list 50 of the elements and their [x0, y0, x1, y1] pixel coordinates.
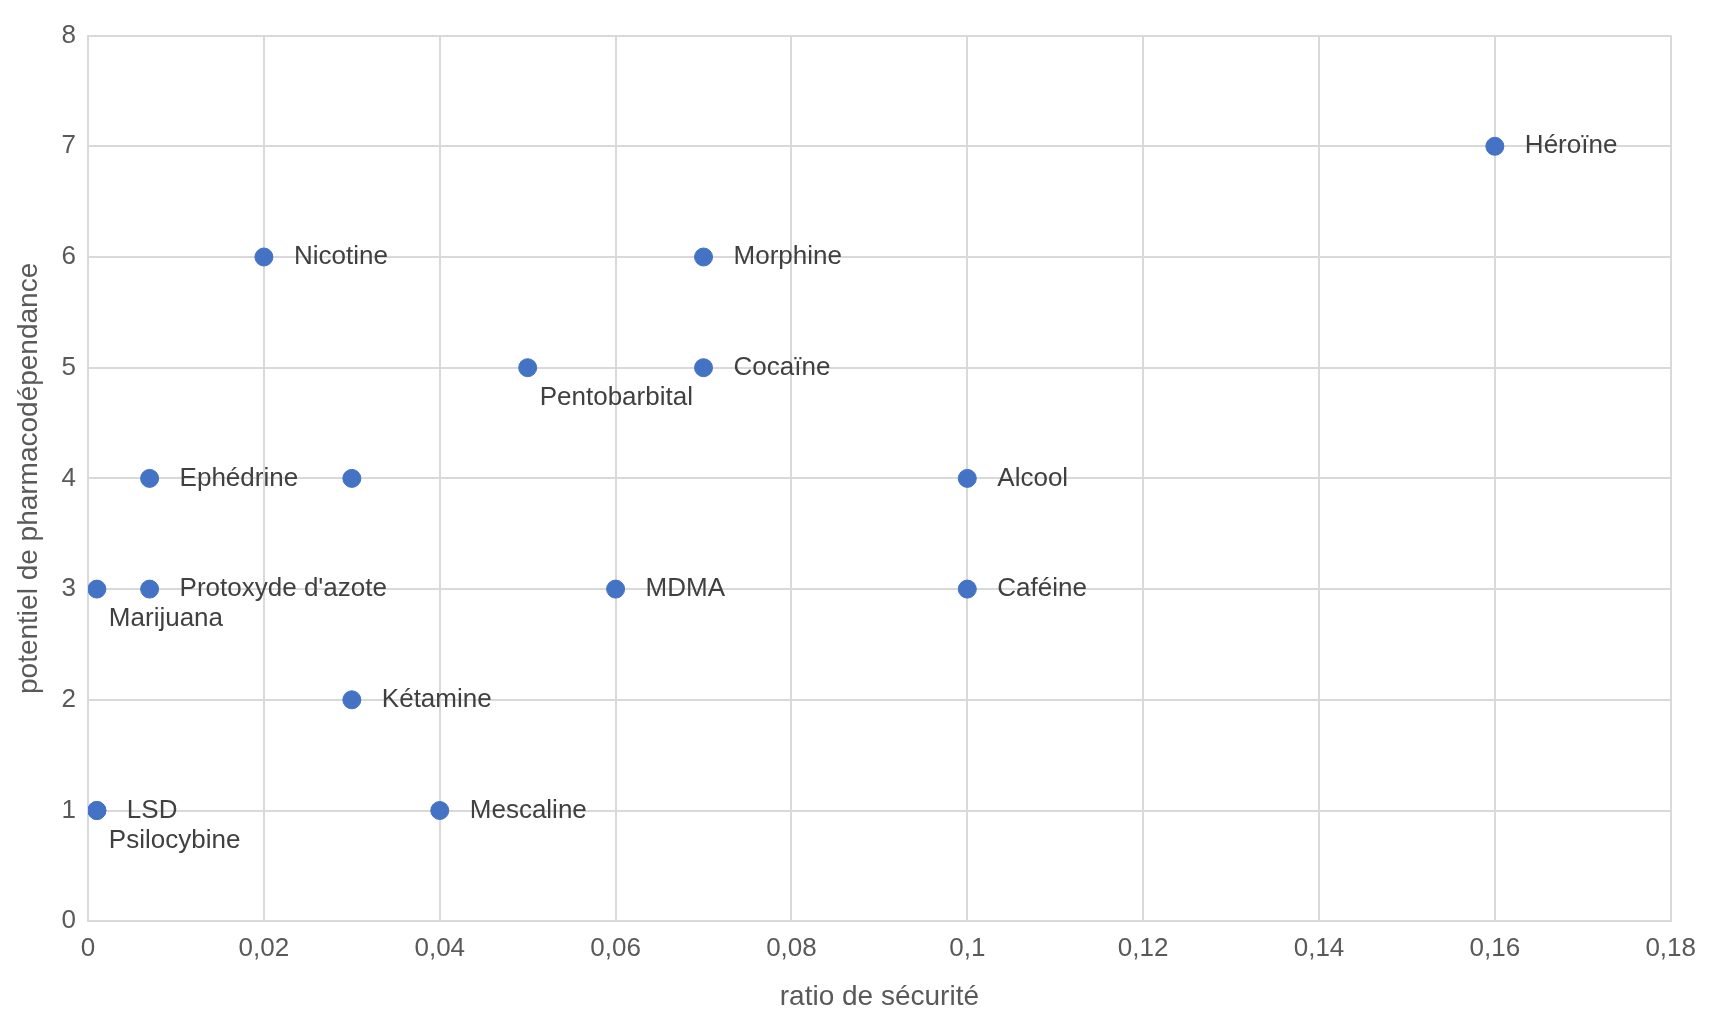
- point: [518, 358, 538, 378]
- point: [957, 468, 977, 488]
- point: [957, 579, 977, 599]
- point: [342, 690, 362, 710]
- x-tick-label: 0: [80, 931, 96, 962]
- x-axis-title: ratio de sécurité: [779, 979, 979, 1011]
- annotation: Caféine: [997, 572, 1087, 603]
- y-tick-label: 4: [61, 461, 77, 492]
- point: [342, 468, 362, 488]
- annotation: Pentobarbital: [539, 380, 693, 411]
- x-tick-label: 0,16: [1469, 931, 1521, 962]
- x-tick-label: 0,02: [238, 931, 290, 962]
- y-tick-label: 7: [61, 129, 77, 160]
- x-tick-label: 0,06: [590, 931, 641, 962]
- annotation: Psilocybine: [108, 823, 241, 854]
- x-tick-label: 0,1: [949, 931, 986, 962]
- point: [254, 247, 274, 267]
- annotation: MDMA: [645, 572, 726, 603]
- annotation: Morphine: [733, 240, 842, 271]
- y-tick-label: 2: [61, 682, 77, 713]
- point: [430, 801, 450, 820]
- point: [1485, 136, 1505, 156]
- x-tick-label: 0,14: [1293, 931, 1345, 962]
- annotation: Héroïne: [1524, 129, 1618, 160]
- annotation: LSD: [126, 793, 178, 824]
- y-axis-title: potentiel de pharmacodépendance: [11, 262, 43, 695]
- annotation: Mescaline: [469, 793, 587, 824]
- x-tick-label: 0,04: [414, 931, 466, 962]
- y-tick-label: 1: [61, 793, 77, 824]
- point: [88, 579, 107, 599]
- point: [140, 468, 160, 488]
- y-tick-label: 6: [61, 240, 77, 271]
- x-tick-label: 0,08: [766, 931, 817, 962]
- annotation: Alcool: [997, 461, 1069, 492]
- annotation: Nicotine: [293, 240, 388, 271]
- y-tick-label: 0: [61, 904, 77, 935]
- annotation: Marijuana: [108, 602, 224, 633]
- annotation: Ephédrine: [179, 461, 299, 492]
- point: [694, 358, 714, 378]
- point: [140, 579, 160, 599]
- y-tick-label: 8: [61, 18, 77, 49]
- annotation: Kétamine: [381, 682, 492, 713]
- y-tick-label: 3: [61, 572, 77, 603]
- annotation: Protoxyde d'azote: [179, 572, 387, 603]
- y-tick-label: 5: [61, 350, 77, 381]
- point: [694, 247, 714, 267]
- annotation: Cocaïne: [733, 350, 831, 381]
- x-tick-label: 0,12: [1117, 931, 1169, 962]
- point: [606, 579, 626, 599]
- x-tick-label: 0,18: [1645, 931, 1696, 962]
